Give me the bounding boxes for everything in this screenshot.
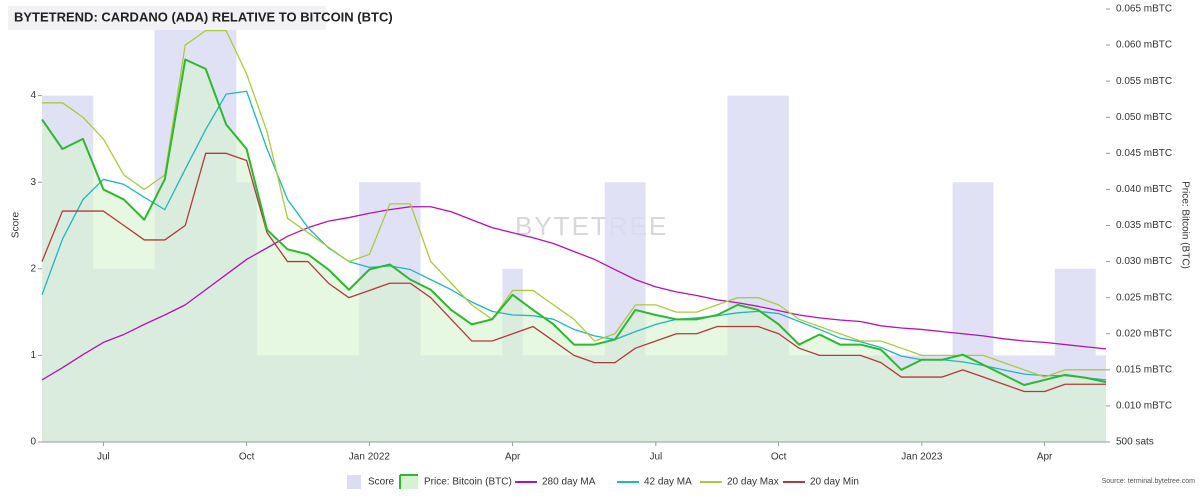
y2-tick-label: 0.030 mBTC — [1116, 256, 1172, 267]
y2-tick-label: 0.035 mBTC — [1116, 220, 1172, 231]
y2-tick-label: 0.020 mBTC — [1116, 328, 1172, 339]
y2-tick-label: 0.060 mBTC — [1116, 40, 1172, 51]
ma-line — [41, 206, 1107, 381]
legend-label: Price: Bitcoin (BTC) — [424, 477, 512, 488]
y-tick-label: 3 — [30, 177, 36, 188]
legend-label: 20 day Max — [727, 477, 779, 488]
x-tick-label: Jan 2022 — [349, 452, 391, 463]
plot-area: BYTETREE — [41, 9, 1107, 443]
y2-tick-label: 0.015 mBTC — [1116, 364, 1172, 375]
y2-tick-label: 0.010 mBTC — [1116, 401, 1172, 412]
legend-label: 42 day MA — [644, 477, 692, 488]
x-tick-label: Oct — [771, 452, 787, 463]
x-tick-label: Jul — [649, 452, 662, 463]
legend-swatch — [347, 475, 361, 489]
y2-tick-label: 0.055 mBTC — [1116, 76, 1172, 87]
x-tick-label: Apr — [1037, 452, 1053, 463]
y-tick-label: 1 — [30, 350, 36, 361]
source-note: Source: terminal.bytetree.com — [1102, 478, 1196, 485]
chart-title: BYTETREND: CARDANO (ADA) RELATIVE TO BIT… — [14, 9, 393, 24]
y2-tick-label: 0.040 mBTC — [1116, 184, 1172, 195]
y-tick-label: 4 — [30, 90, 36, 101]
y2-tick-label: 0.045 mBTC — [1116, 148, 1172, 159]
y2-axis-label: Price: Bitcoin (BTC) — [1179, 181, 1190, 269]
y-tick-label: 0 — [30, 437, 36, 448]
y-axis-label: Score — [11, 212, 22, 239]
y2-tick-label: 0.065 mBTC — [1116, 4, 1172, 15]
x-tick-label: Jan 2023 — [901, 452, 943, 463]
price-area — [42, 59, 1106, 443]
x-tick-label: Oct — [239, 452, 255, 463]
ma-line — [41, 152, 1106, 393]
legend-swatch — [400, 475, 418, 489]
y2-tick-label: 500 sats — [1116, 437, 1154, 448]
legend-label: Score — [368, 477, 395, 488]
title-box — [8, 6, 326, 30]
y2-tick-label: 0.025 mBTC — [1116, 292, 1172, 303]
legend-label: 280 day MA — [542, 477, 596, 488]
price-line — [41, 58, 1107, 386]
y-tick-label: 2 — [30, 263, 36, 274]
x-tick-label: Jul — [97, 452, 110, 463]
y2-tick-label: 0.050 mBTC — [1116, 112, 1172, 123]
x-tick-label: Apr — [505, 452, 521, 463]
legend-label: 20 day Min — [810, 477, 859, 488]
ma-line — [42, 30, 1106, 378]
